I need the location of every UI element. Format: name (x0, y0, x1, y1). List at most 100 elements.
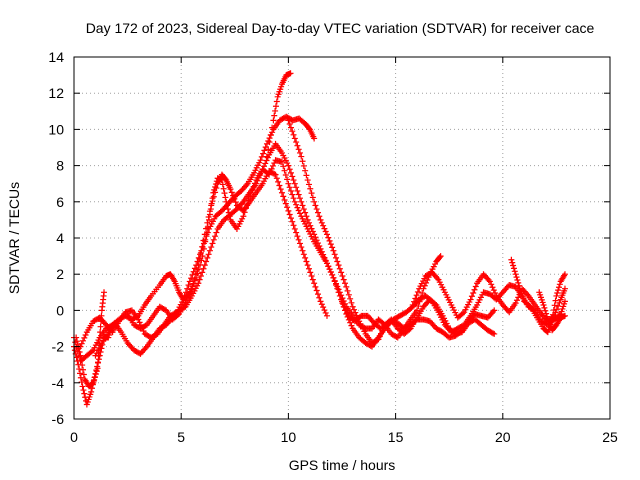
data-point (219, 181, 226, 188)
data-point (79, 362, 86, 369)
data-point (290, 177, 297, 184)
data-point (201, 262, 208, 269)
data-point (335, 262, 342, 269)
data-point (209, 198, 216, 205)
data-point (77, 374, 84, 381)
data-point (204, 229, 211, 236)
data-point (208, 202, 215, 209)
data-point (316, 294, 323, 301)
data-point (197, 273, 204, 280)
data-point (551, 302, 558, 309)
data-point (281, 196, 288, 203)
data-point (317, 298, 324, 305)
data-point (210, 236, 217, 243)
data-point (286, 120, 293, 127)
data-point (286, 211, 293, 218)
data-point (290, 131, 297, 138)
x-tick-label: 5 (177, 429, 185, 445)
data-point (275, 178, 282, 185)
data-point (195, 254, 202, 261)
data-point (199, 269, 206, 276)
x-tick-label: 15 (388, 429, 404, 445)
data-point (278, 189, 285, 196)
data-point (295, 146, 302, 153)
series-arc-11 (508, 256, 568, 336)
data-point (316, 213, 323, 220)
data-point (94, 365, 101, 372)
data-point (265, 137, 272, 144)
data-point (556, 281, 563, 288)
data-point (257, 157, 264, 164)
data-point (471, 286, 478, 293)
data-point (339, 273, 346, 280)
data-point (294, 142, 301, 149)
data-point (344, 309, 351, 316)
chart-title: Day 172 of 2023, Sidereal Day-to-day VTE… (86, 20, 595, 36)
data-point (556, 299, 563, 306)
data-point (269, 162, 276, 169)
data-point (208, 244, 215, 251)
data-point (281, 167, 288, 174)
data-point (336, 265, 343, 272)
y-tick-label: -2 (52, 339, 65, 355)
data-point (196, 276, 203, 283)
data-point (415, 303, 422, 310)
data-point (296, 149, 303, 156)
data-point (512, 300, 519, 307)
data-point (561, 285, 568, 292)
data-point (293, 201, 300, 208)
data-point (342, 307, 349, 314)
data-point (331, 251, 338, 258)
data-point (174, 312, 181, 319)
data-point (555, 287, 562, 294)
data-point (210, 193, 217, 200)
data-point (323, 260, 330, 267)
data-point (413, 292, 420, 299)
data-point (436, 254, 443, 261)
data-point (205, 251, 212, 258)
data-point (196, 255, 203, 262)
data-point (304, 177, 311, 184)
data-point (278, 158, 285, 165)
data-point (272, 171, 279, 178)
data-point (300, 251, 307, 258)
x-axis-label: GPS time / hours (289, 457, 396, 473)
data-point (348, 322, 355, 329)
data-point (291, 135, 298, 142)
data-point (516, 282, 523, 289)
data-point (302, 254, 309, 261)
data-point (313, 287, 320, 294)
data-point (206, 247, 213, 254)
data-point (101, 289, 108, 296)
data-point (468, 293, 475, 300)
data-point (489, 330, 496, 337)
data-point (79, 383, 86, 390)
data-point (352, 309, 359, 316)
data-point (91, 376, 98, 383)
data-point (335, 289, 342, 296)
data-point (271, 170, 278, 177)
data-point (195, 280, 202, 287)
data-point (192, 271, 199, 278)
data-point (309, 276, 316, 283)
data-point (77, 352, 84, 359)
data-point (93, 368, 100, 375)
data-point (303, 258, 310, 265)
series-arc-2 (73, 289, 108, 390)
data-point (290, 195, 297, 202)
data-point (88, 388, 95, 395)
data-point (541, 304, 548, 311)
data-point (220, 185, 227, 192)
data-point (314, 240, 321, 247)
data-point (291, 180, 298, 187)
data-point (77, 370, 84, 377)
axis-ticks: 0 5 10 15 20 25 -6 -4 -2 0 2 4 6 8 10 12 14 (48, 49, 618, 445)
data-point (76, 366, 83, 373)
data-point (318, 248, 325, 255)
data-point (286, 184, 293, 191)
data-point (327, 269, 334, 276)
data-point (511, 268, 518, 275)
data-point (294, 204, 301, 211)
data-point (323, 312, 330, 319)
